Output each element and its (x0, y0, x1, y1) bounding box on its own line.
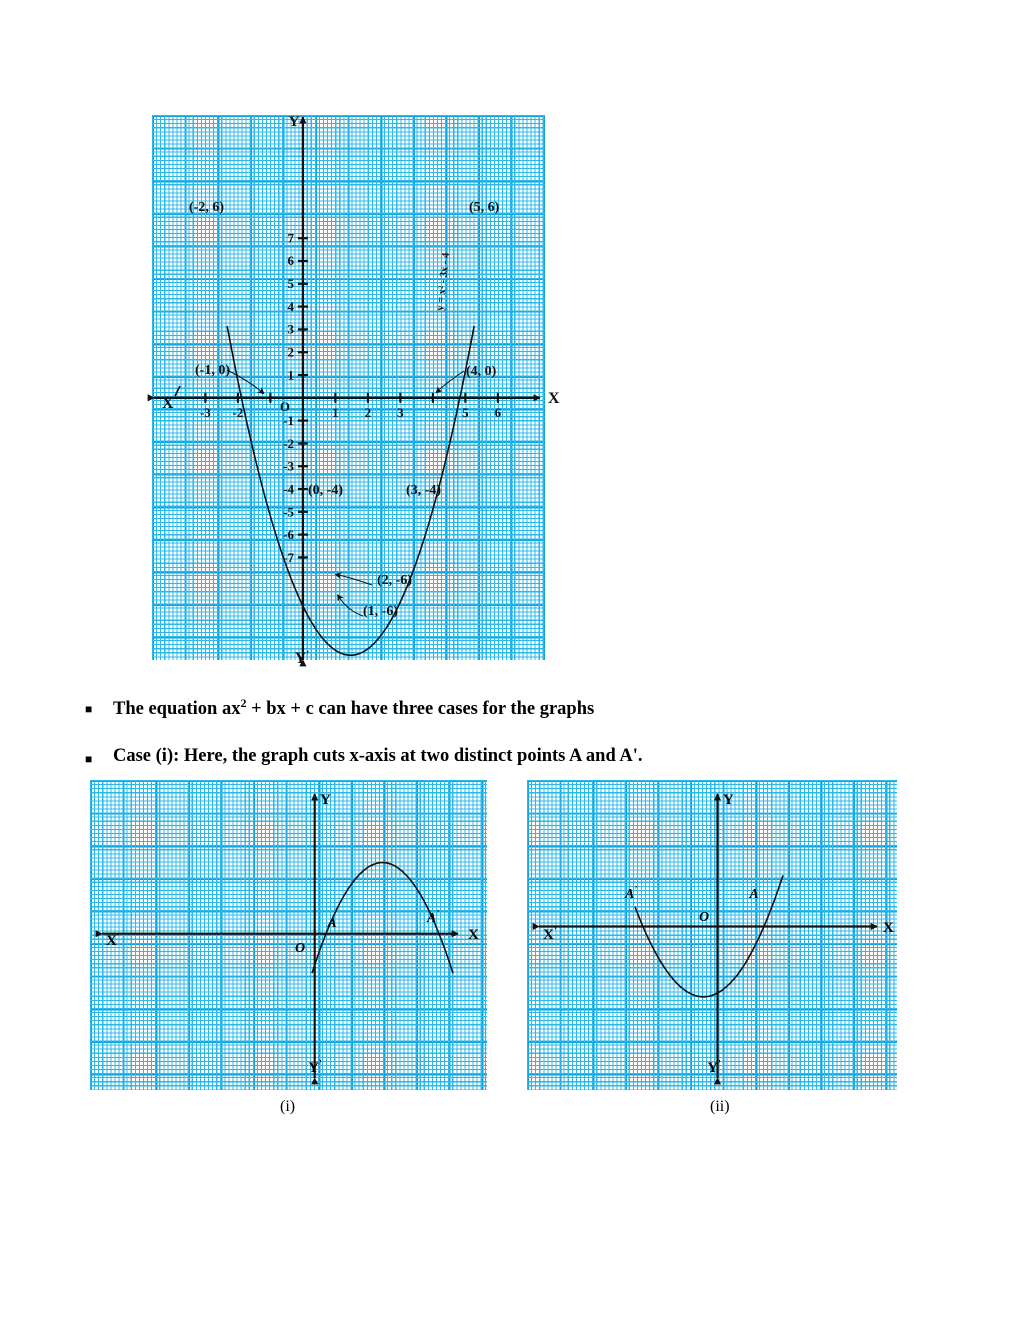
svg-text:A': A' (426, 909, 439, 926)
svg-text:(4, 0): (4, 0) (466, 364, 497, 379)
svg-text:X: X (162, 395, 174, 412)
svg-text:-6: -6 (283, 527, 294, 542)
svg-text:X: X (548, 390, 560, 407)
svg-text:Y': Y' (308, 1059, 322, 1076)
svg-text:6: 6 (288, 253, 295, 268)
svg-text:1: 1 (288, 368, 295, 383)
svg-text:-2: -2 (283, 436, 294, 451)
svg-text:-4: -4 (283, 482, 294, 497)
svg-text:2: 2 (365, 405, 372, 420)
svg-text:Y': Y' (707, 1059, 721, 1076)
svg-text:A': A' (624, 885, 637, 902)
svg-text:(0, -4): (0, -4) (308, 483, 343, 498)
svg-text:Y: Y (723, 792, 734, 808)
svg-text:-7: -7 (283, 550, 294, 565)
svg-text:O: O (295, 941, 305, 956)
svg-text:(-1, 0): (-1, 0) (195, 363, 230, 378)
svg-text:-3: -3 (283, 459, 294, 474)
svg-text:(2, -6): (2, -6) (377, 573, 412, 588)
svg-text:5: 5 (288, 276, 295, 291)
svg-text:X': X' (543, 926, 557, 943)
svg-text:3: 3 (288, 322, 295, 337)
svg-text:X': X' (106, 932, 120, 949)
svg-text:Y': Y' (295, 649, 310, 667)
svg-text:1: 1 (332, 405, 339, 420)
svg-text:X: X (468, 927, 479, 943)
svg-text:X: X (883, 920, 894, 936)
svg-text:Y: Y (320, 792, 331, 808)
svg-text:-3: -3 (200, 405, 211, 420)
svg-text:(5, 6): (5, 6) (469, 200, 500, 215)
svg-text:-2: -2 (232, 405, 243, 420)
svg-text:4: 4 (288, 299, 295, 314)
svg-text:5: 5 (462, 405, 469, 420)
svg-text:A: A (748, 887, 758, 902)
svg-text:7: 7 (288, 231, 295, 246)
svg-text:A: A (326, 916, 336, 931)
svg-text:-1: -1 (283, 413, 294, 428)
svg-text:(-2, 6): (-2, 6) (189, 200, 224, 215)
svg-text:-5: -5 (283, 505, 294, 520)
svg-text:6: 6 (495, 405, 502, 420)
svg-text:(1, -6): (1, -6) (363, 604, 398, 619)
svg-text:(3, -4): (3, -4) (406, 483, 441, 498)
svg-text:Y: Y (289, 114, 300, 130)
svg-text:O: O (699, 910, 709, 925)
svg-text:O: O (280, 399, 290, 414)
svg-text:3: 3 (397, 405, 404, 420)
svg-text:y = x² - 3x - 4: y = x² - 3x - 4 (435, 252, 452, 312)
svg-text:2: 2 (288, 345, 295, 360)
